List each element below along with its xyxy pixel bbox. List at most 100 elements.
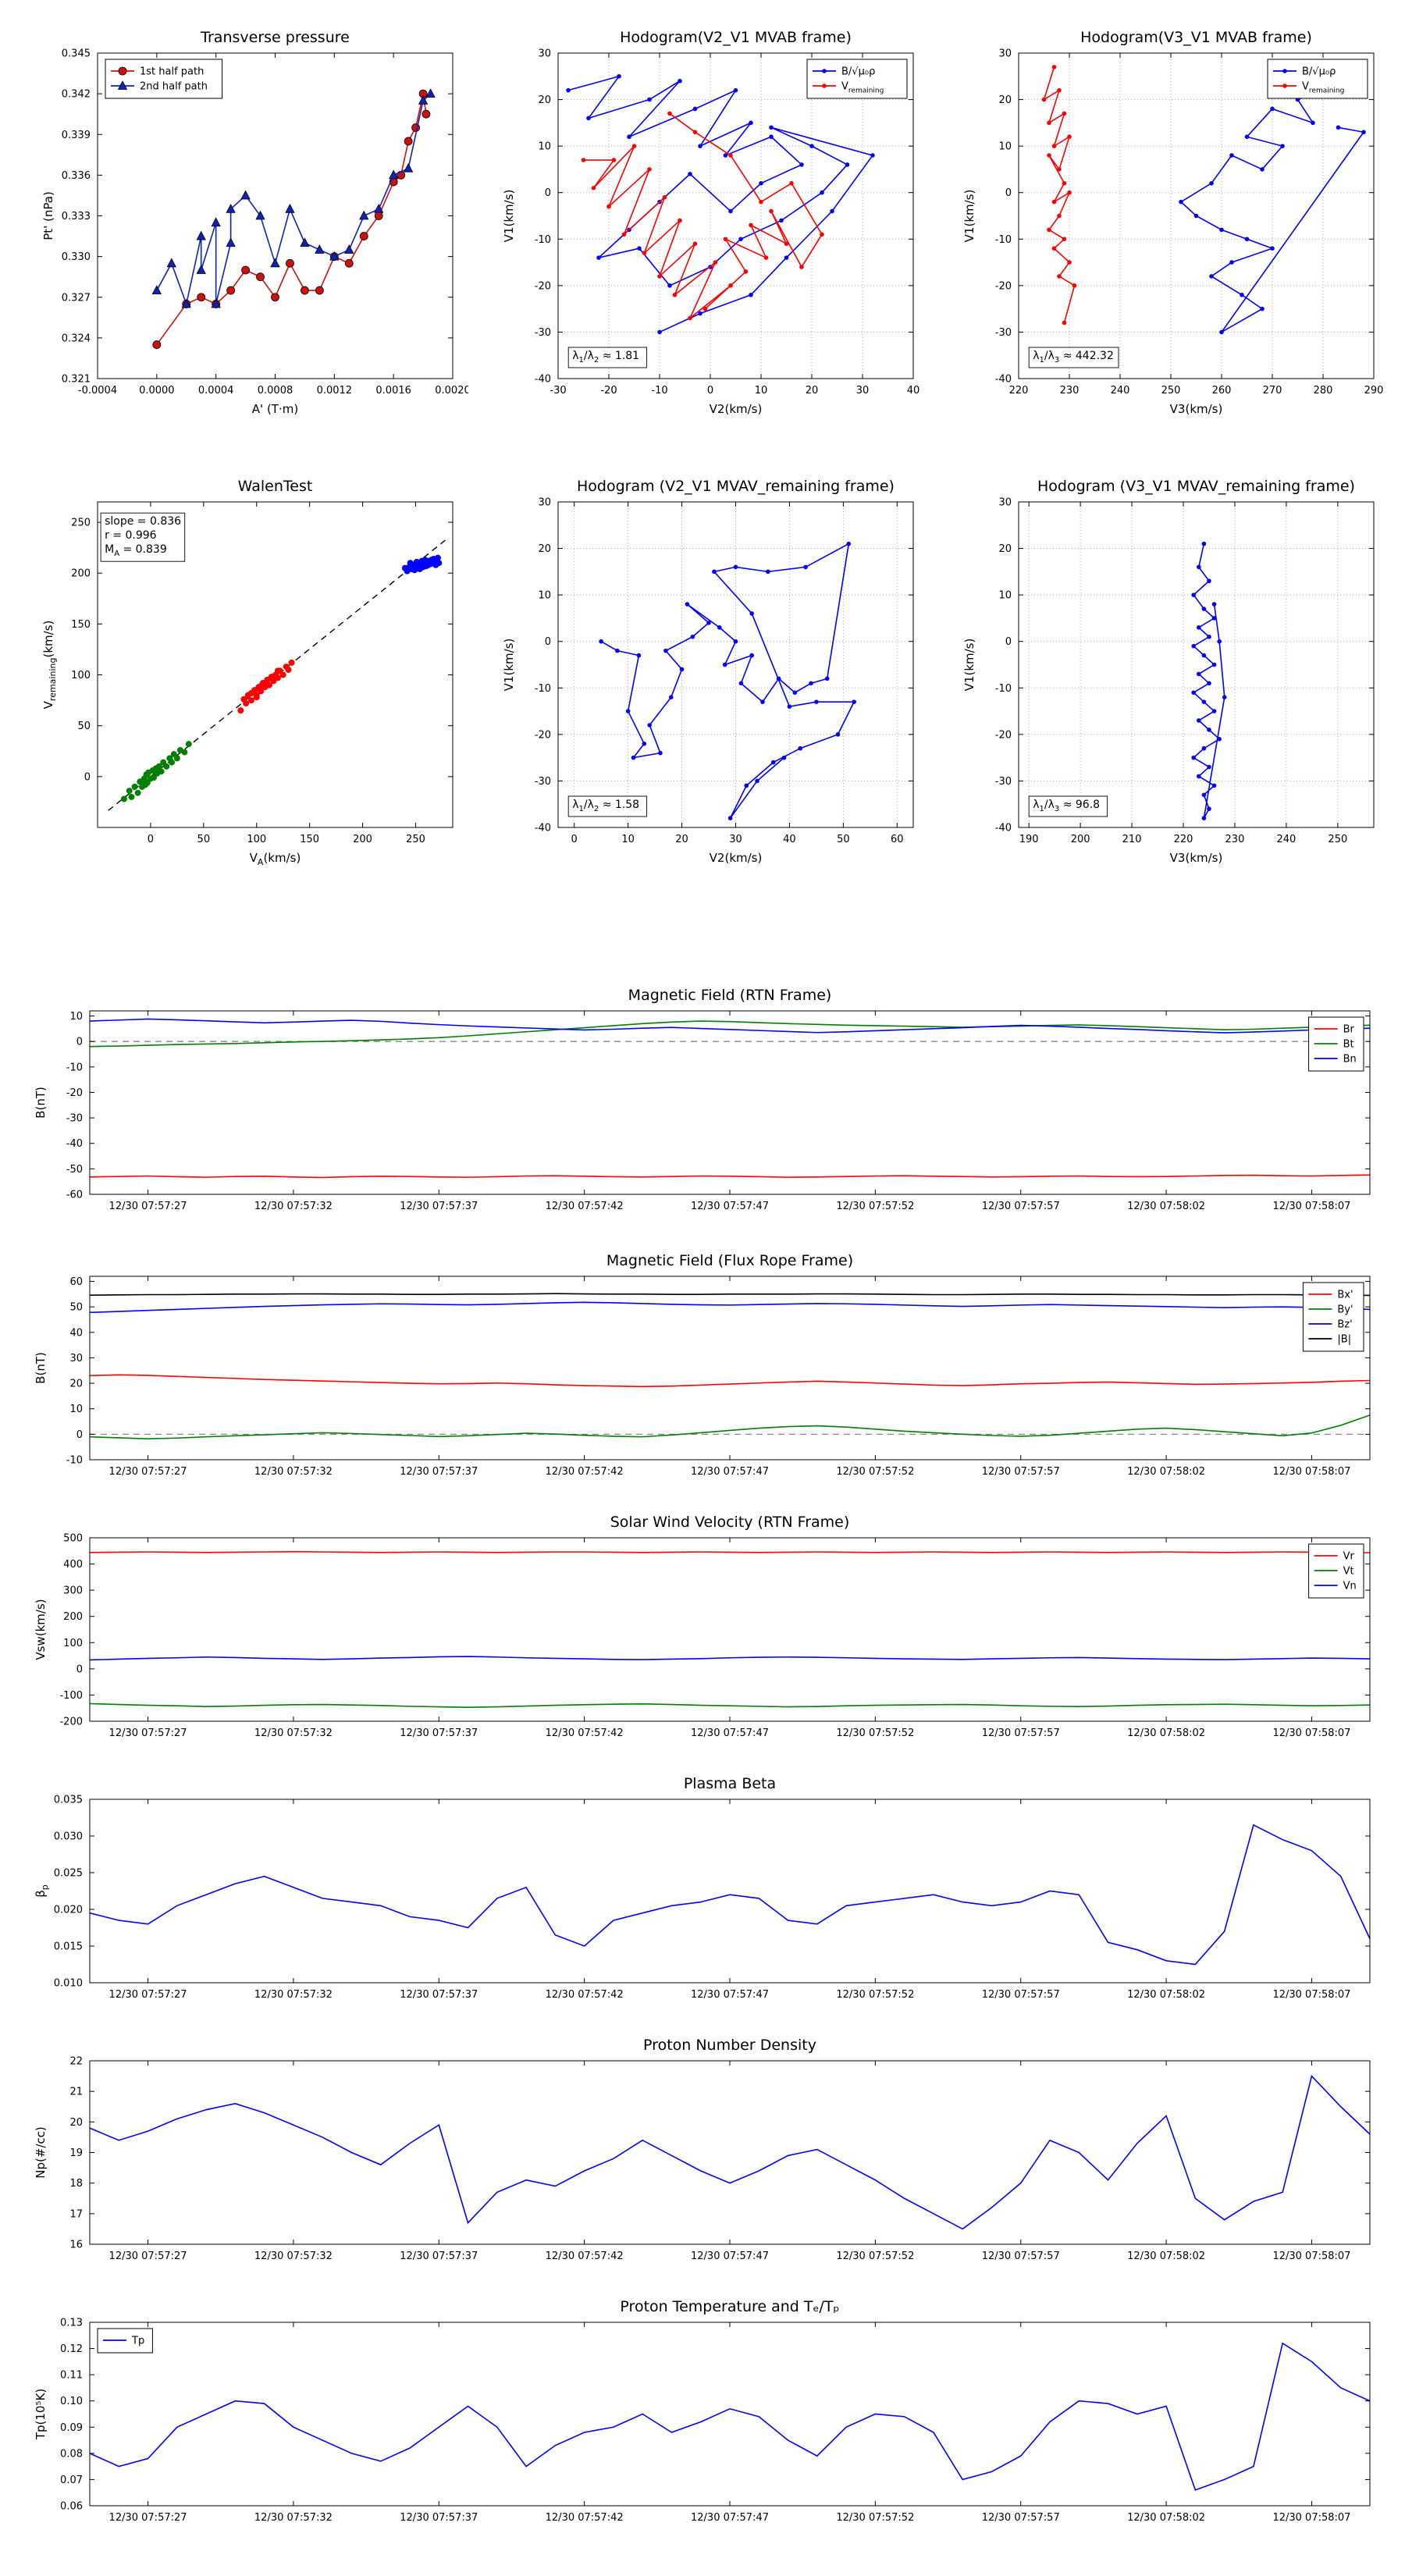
svg-text:12/30 07:57:32: 12/30 07:57:32	[254, 1201, 333, 1212]
hodogram-v3v1-mvav-chart: 190 200 210 220 230 240 250 -40 -30 -20 -10 0 10 20 30…	[944, 464, 1389, 878]
svg-text:50: 50	[77, 720, 91, 732]
svg-text:12/30 07:57:42: 12/30 07:57:42	[546, 1201, 624, 1212]
svg-text:Pt' (nPa): Pt' (nPa)	[41, 191, 55, 240]
svg-text:50: 50	[69, 1302, 83, 1314]
svg-text:12/30 07:57:27: 12/30 07:57:27	[109, 2512, 187, 2524]
svg-text:12/30 07:57:27: 12/30 07:57:27	[109, 1201, 187, 1212]
svg-text:16: 16	[69, 2240, 83, 2251]
svg-text:30: 30	[998, 497, 1012, 509]
svg-text:Magnetic Field (Flux Rope Fram: Magnetic Field (Flux Rope Frame)	[606, 1252, 853, 1269]
svg-text:12/30 07:57:57: 12/30 07:57:57	[982, 1201, 1060, 1212]
svg-text:0: 0	[84, 771, 91, 783]
svg-text:270: 270	[1263, 385, 1282, 397]
svg-text:0: 0	[1005, 187, 1012, 199]
svg-text:2nd half path: 2nd half path	[140, 81, 208, 93]
svg-text:0.333: 0.333	[62, 211, 91, 222]
svg-text:21: 21	[69, 2087, 83, 2098]
svg-text:λ1/λ3 ≈ 96.8: λ1/λ3 ≈ 96.8	[1033, 799, 1100, 813]
svg-text:0.020: 0.020	[54, 1905, 83, 1916]
svg-text:12/30 07:57:47: 12/30 07:57:47	[691, 1201, 769, 1212]
svg-text:150: 150	[300, 834, 319, 845]
svg-text:0: 0	[571, 834, 578, 845]
svg-text:12/30 07:57:37: 12/30 07:57:37	[400, 2250, 478, 2262]
svg-text:12/30 07:57:37: 12/30 07:57:37	[400, 1727, 478, 1739]
svg-text:250: 250	[406, 834, 425, 845]
svg-text:12/30 07:57:47: 12/30 07:57:47	[691, 1727, 769, 1739]
svg-text:12/30 07:58:02: 12/30 07:58:02	[1127, 2250, 1205, 2262]
svg-text:0.08: 0.08	[60, 2448, 83, 2460]
svg-text:12/30 07:57:42: 12/30 07:57:42	[546, 2512, 624, 2524]
svg-text:-40: -40	[535, 374, 551, 386]
svg-text:190: 190	[1019, 834, 1039, 845]
svg-text:0.336: 0.336	[62, 170, 91, 182]
svg-text:220: 220	[1174, 834, 1193, 845]
svg-text:λ1/λ3 ≈ 442.32: λ1/λ3 ≈ 442.32	[1033, 350, 1114, 365]
svg-text:0.0012: 0.0012	[317, 385, 353, 397]
svg-text:50: 50	[197, 834, 211, 845]
svg-text:220: 220	[1009, 385, 1029, 397]
svg-text:WalenTest: WalenTest	[238, 478, 313, 495]
svg-text:12/30 07:57:47: 12/30 07:57:47	[691, 1989, 769, 2001]
svg-text:slope = 0.836: slope = 0.836	[105, 515, 181, 528]
svg-text:Bz': Bz'	[1337, 1319, 1352, 1331]
svg-text:1st half path: 1st half path	[140, 66, 204, 78]
svg-text:0.0000: 0.0000	[139, 385, 175, 397]
svg-text:400: 400	[63, 1559, 83, 1571]
svg-text:18: 18	[69, 2178, 83, 2190]
svg-text:0.342: 0.342	[62, 89, 91, 101]
svg-text:12/30 07:57:42: 12/30 07:57:42	[546, 1466, 624, 1478]
svg-text:12/30 07:57:57: 12/30 07:57:57	[982, 1989, 1060, 2001]
svg-text:A' (T·m): A' (T·m)	[252, 402, 298, 416]
svg-text:12/30 07:57:57: 12/30 07:57:57	[982, 1727, 1060, 1739]
svg-text:B(nT): B(nT)	[34, 1352, 48, 1384]
svg-text:12/30 07:57:32: 12/30 07:57:32	[254, 1727, 333, 1739]
svg-text:20: 20	[998, 543, 1012, 555]
svg-text:12/30 07:58:07: 12/30 07:58:07	[1272, 2250, 1350, 2262]
svg-text:B(nT): B(nT)	[34, 1087, 48, 1119]
svg-text:0.13: 0.13	[60, 2318, 83, 2329]
svg-text:230: 230	[1060, 385, 1080, 397]
svg-text:12/30 07:58:07: 12/30 07:58:07	[1272, 1201, 1350, 1212]
svg-text:230: 230	[1225, 834, 1245, 845]
svg-text:-60: -60	[66, 1190, 83, 1201]
svg-text:λ1/λ2 ≈ 1.58: λ1/λ2 ≈ 1.58	[572, 799, 639, 813]
svg-text:12/30 07:57:37: 12/30 07:57:37	[400, 2512, 478, 2524]
svg-text:12/30 07:58:02: 12/30 07:58:02	[1127, 1466, 1205, 1478]
magnetic-field-fluxrope-chart: 12/30 07:57:27 12/30 07:57:32 12/30 07:57:…	[23, 1245, 1382, 1491]
svg-text:-10: -10	[995, 683, 1012, 695]
svg-text:-20: -20	[995, 280, 1012, 292]
svg-text:60: 60	[891, 834, 904, 845]
svg-text:20: 20	[675, 834, 688, 845]
svg-text:Tp(10⁵K): Tp(10⁵K)	[34, 2389, 48, 2440]
svg-text:12/30 07:57:37: 12/30 07:57:37	[400, 1989, 478, 2001]
svg-text:12/30 07:58:02: 12/30 07:58:02	[1127, 2512, 1205, 2524]
svg-text:200: 200	[353, 834, 372, 845]
svg-text:0.0008: 0.0008	[258, 385, 293, 397]
svg-text:12/30 07:57:32: 12/30 07:57:32	[254, 1989, 333, 2001]
svg-text:12/30 07:57:52: 12/30 07:57:52	[836, 1466, 914, 1478]
svg-text:By': By'	[1337, 1304, 1353, 1316]
svg-text:Transverse pressure: Transverse pressure	[200, 29, 350, 46]
svg-text:-20: -20	[66, 1087, 83, 1099]
svg-text:Proton Temperature and Tₑ/Tₚ: Proton Temperature and Tₑ/Tₚ	[620, 2298, 839, 2315]
svg-text:0: 0	[76, 1429, 83, 1441]
svg-text:0.330: 0.330	[62, 251, 91, 263]
svg-text:12/30 07:57:52: 12/30 07:57:52	[836, 2250, 914, 2262]
svg-text:12/30 07:58:07: 12/30 07:58:07	[1272, 1466, 1350, 1478]
svg-text:17: 17	[69, 2208, 83, 2220]
svg-text:-30: -30	[535, 327, 551, 339]
svg-text:0.010: 0.010	[54, 1978, 83, 1990]
svg-text:0.11: 0.11	[60, 2370, 83, 2382]
svg-text:150: 150	[71, 619, 91, 631]
svg-text:0: 0	[707, 385, 713, 397]
svg-text:-10: -10	[66, 1062, 83, 1073]
svg-text:19: 19	[69, 2147, 83, 2159]
svg-text:-30: -30	[995, 327, 1012, 339]
proton-number-density-chart: 12/30 07:57:27 12/30 07:57:32 12/30 07:57:…	[23, 2030, 1382, 2275]
svg-text:12/30 07:57:27: 12/30 07:57:27	[109, 1989, 187, 2001]
svg-text:Hodogram(V2_V1 MVAB frame): Hodogram(V2_V1 MVAB frame)	[620, 29, 852, 46]
svg-text:0.10: 0.10	[60, 2396, 83, 2407]
svg-text:0: 0	[545, 636, 551, 648]
svg-text:12/30 07:57:27: 12/30 07:57:27	[109, 1466, 187, 1478]
